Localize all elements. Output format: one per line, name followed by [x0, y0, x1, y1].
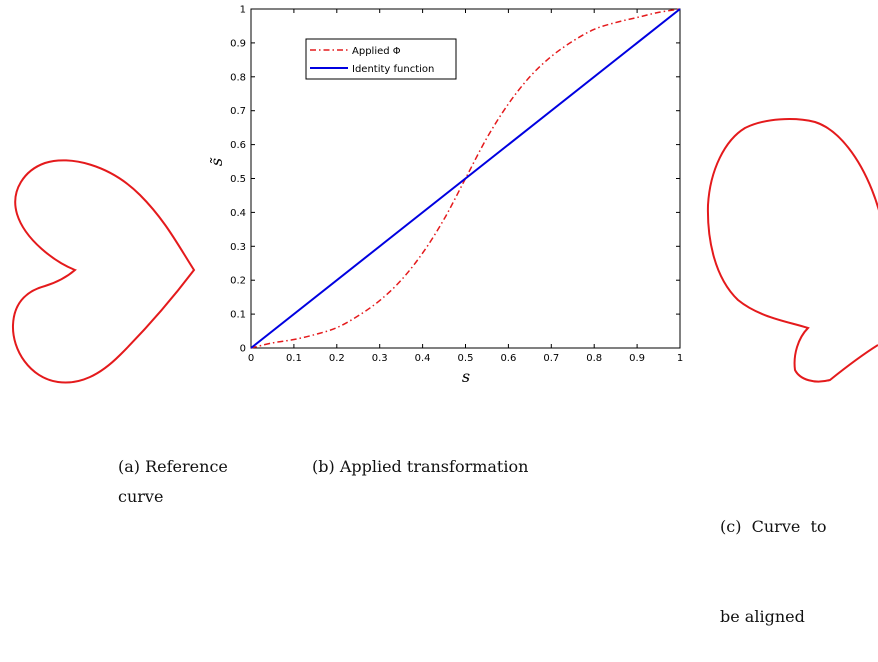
- x-tick-label: 0.4: [415, 353, 431, 364]
- caption-c: (c) Curve to be aligned: [720, 452, 827, 662]
- y-tick-label: 0.8: [230, 72, 246, 83]
- x-tick-label: 0.8: [586, 353, 602, 364]
- x-tick-label: 0: [248, 353, 254, 364]
- x-tick-label: 1: [677, 353, 683, 364]
- y-tick-label: 0: [240, 344, 246, 355]
- x-tick-label: 0.2: [329, 353, 345, 364]
- legend-box: [305, 38, 457, 80]
- x-tick-label: 0.1: [286, 353, 302, 364]
- caption-b: (b) Applied transformation: [312, 452, 528, 482]
- curve-to-be-aligned: [706, 118, 878, 383]
- caption-b-line1: (b) Applied transformation: [312, 457, 529, 476]
- series-line-identity-function: [250, 8, 681, 349]
- y-tick-label: 0.4: [230, 208, 246, 219]
- figure-canvas: 0 0.1 0.2 0.3 0.4 0.5 0.6 0.7 0.8 0.9 1 0 0.1 0.2 0.3…: [11, 5, 878, 387]
- y-tick-label: 0.5: [230, 174, 246, 185]
- y-tick-label: 0.6: [230, 140, 246, 151]
- caption-a: (a) Reference curve: [118, 452, 228, 512]
- x-axis-ticks: 0 0.1 0.2 0.3 0.4 0.5 0.6 0.7 0.8 0.9 1: [248, 9, 683, 364]
- y-tick-label: 0.7: [230, 106, 246, 117]
- caption-c-line2: be aligned: [720, 607, 805, 626]
- caption-a-line2: curve: [118, 487, 164, 506]
- y-tick-label: 0.2: [230, 276, 246, 287]
- y-tick-label: 1: [240, 5, 246, 16]
- y-tick-label: 0.9: [230, 38, 246, 49]
- x-tick-label: 0.6: [500, 353, 516, 364]
- x-tick-label: 0.7: [543, 353, 559, 364]
- legend-label-applied: Applied Φ: [352, 46, 401, 57]
- caption-a-line1: (a) Reference: [118, 457, 228, 476]
- x-axis-label: s: [462, 367, 470, 386]
- legend-label-identity: Identity function: [352, 64, 434, 75]
- x-tick-label: 0.9: [629, 353, 645, 364]
- y-axis-label: s̃: [207, 157, 226, 166]
- legend: Applied Φ Identity function: [305, 38, 457, 80]
- x-tick-label: 0.5: [458, 353, 474, 364]
- y-tick-label: 0.1: [230, 310, 246, 321]
- y-axis-ticks: 0 0.1 0.2 0.3 0.4 0.5 0.6 0.7 0.8 0.9 1: [230, 5, 680, 355]
- series-layer: [250, 8, 681, 349]
- transformation-chart: 0 0.1 0.2 0.3 0.4 0.5 0.6 0.7 0.8 0.9 1 0 0.1 0.2 0.3…: [207, 5, 683, 387]
- y-tick-label: 0.3: [230, 242, 246, 253]
- x-tick-label: 0.3: [372, 353, 388, 364]
- reference-curve: [11, 159, 196, 384]
- caption-c-line1: (c) Curve to: [720, 517, 827, 536]
